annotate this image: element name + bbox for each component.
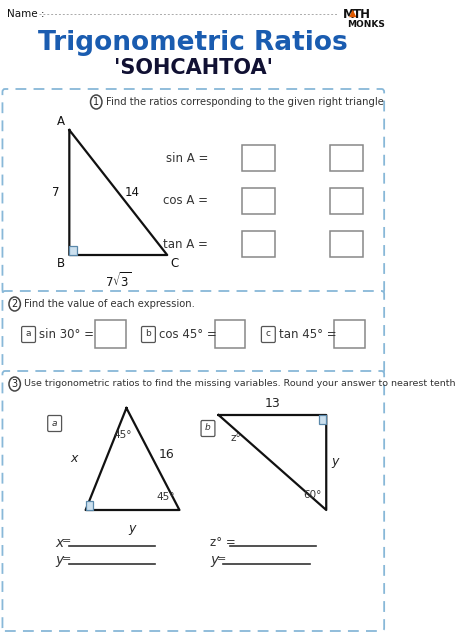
Circle shape (91, 95, 102, 109)
Bar (334, 320, 365, 348)
FancyBboxPatch shape (261, 327, 275, 343)
Text: 45°: 45° (114, 430, 132, 440)
Text: Use trigonometric ratios to find the missing variables. Round your answer to nea: Use trigonometric ratios to find the mis… (25, 379, 456, 389)
Bar (242, 145, 275, 171)
Bar (86, 501, 93, 510)
Text: B: B (57, 257, 65, 270)
Text: 13: 13 (264, 397, 280, 410)
Text: =: = (217, 554, 226, 564)
Bar (330, 145, 363, 171)
Text: a: a (52, 418, 57, 427)
Text: y: y (128, 522, 136, 535)
Bar (69, 246, 77, 255)
Bar (319, 415, 326, 424)
Circle shape (9, 377, 20, 391)
Text: 60°: 60° (303, 490, 321, 500)
Text: z°: z° (230, 433, 241, 443)
FancyBboxPatch shape (2, 291, 384, 373)
Text: A: A (57, 115, 65, 128)
Text: 1: 1 (93, 97, 100, 107)
Bar (95, 320, 126, 348)
Text: Trigonometric Ratios: Trigonometric Ratios (38, 30, 348, 56)
Text: cos 45° =: cos 45° = (159, 327, 217, 341)
Text: M: M (343, 8, 354, 21)
Text: $y$: $y$ (210, 554, 221, 569)
FancyBboxPatch shape (142, 327, 155, 343)
Text: cos A =: cos A = (163, 195, 208, 207)
Text: Name :: Name : (7, 9, 44, 19)
Text: Find the ratios corresponding to the given right triangle: Find the ratios corresponding to the giv… (106, 97, 384, 107)
Text: y: y (331, 456, 338, 468)
FancyBboxPatch shape (48, 415, 62, 432)
Text: sin 30° =: sin 30° = (39, 327, 94, 341)
Text: 45°: 45° (156, 492, 174, 502)
Text: a: a (26, 329, 31, 339)
Bar (330, 188, 363, 214)
Bar (215, 320, 246, 348)
Text: 'SOHCAHTOA': 'SOHCAHTOA' (114, 58, 273, 78)
Text: 14: 14 (125, 186, 140, 198)
Text: 7: 7 (52, 186, 60, 198)
Bar (242, 231, 275, 257)
Text: sin A =: sin A = (165, 152, 208, 164)
Text: b: b (146, 329, 151, 339)
Text: Find the value of each expression.: Find the value of each expression. (25, 299, 195, 309)
Bar (242, 188, 275, 214)
Text: z° =: z° = (210, 536, 236, 549)
Bar (330, 231, 363, 257)
Text: c: c (266, 329, 271, 339)
FancyBboxPatch shape (22, 327, 36, 343)
FancyBboxPatch shape (201, 420, 215, 437)
FancyBboxPatch shape (2, 89, 384, 293)
Text: TH: TH (353, 8, 371, 21)
Text: x: x (70, 453, 77, 466)
Text: ▲: ▲ (349, 8, 356, 18)
Text: $x$: $x$ (55, 536, 66, 550)
Text: 3: 3 (12, 379, 18, 389)
Text: =: = (62, 554, 72, 564)
Text: C: C (171, 257, 179, 270)
FancyBboxPatch shape (2, 371, 384, 631)
Text: tan 45° =: tan 45° = (279, 327, 337, 341)
Text: 2: 2 (11, 299, 18, 309)
Text: tan A =: tan A = (163, 238, 208, 250)
Text: $y$: $y$ (55, 554, 66, 569)
Text: b: b (205, 423, 211, 432)
Text: MONKS: MONKS (346, 20, 384, 29)
Text: $7\sqrt{3}$: $7\sqrt{3}$ (105, 271, 132, 289)
Circle shape (9, 297, 20, 311)
Text: 16: 16 (159, 447, 175, 461)
Text: =: = (62, 536, 72, 546)
